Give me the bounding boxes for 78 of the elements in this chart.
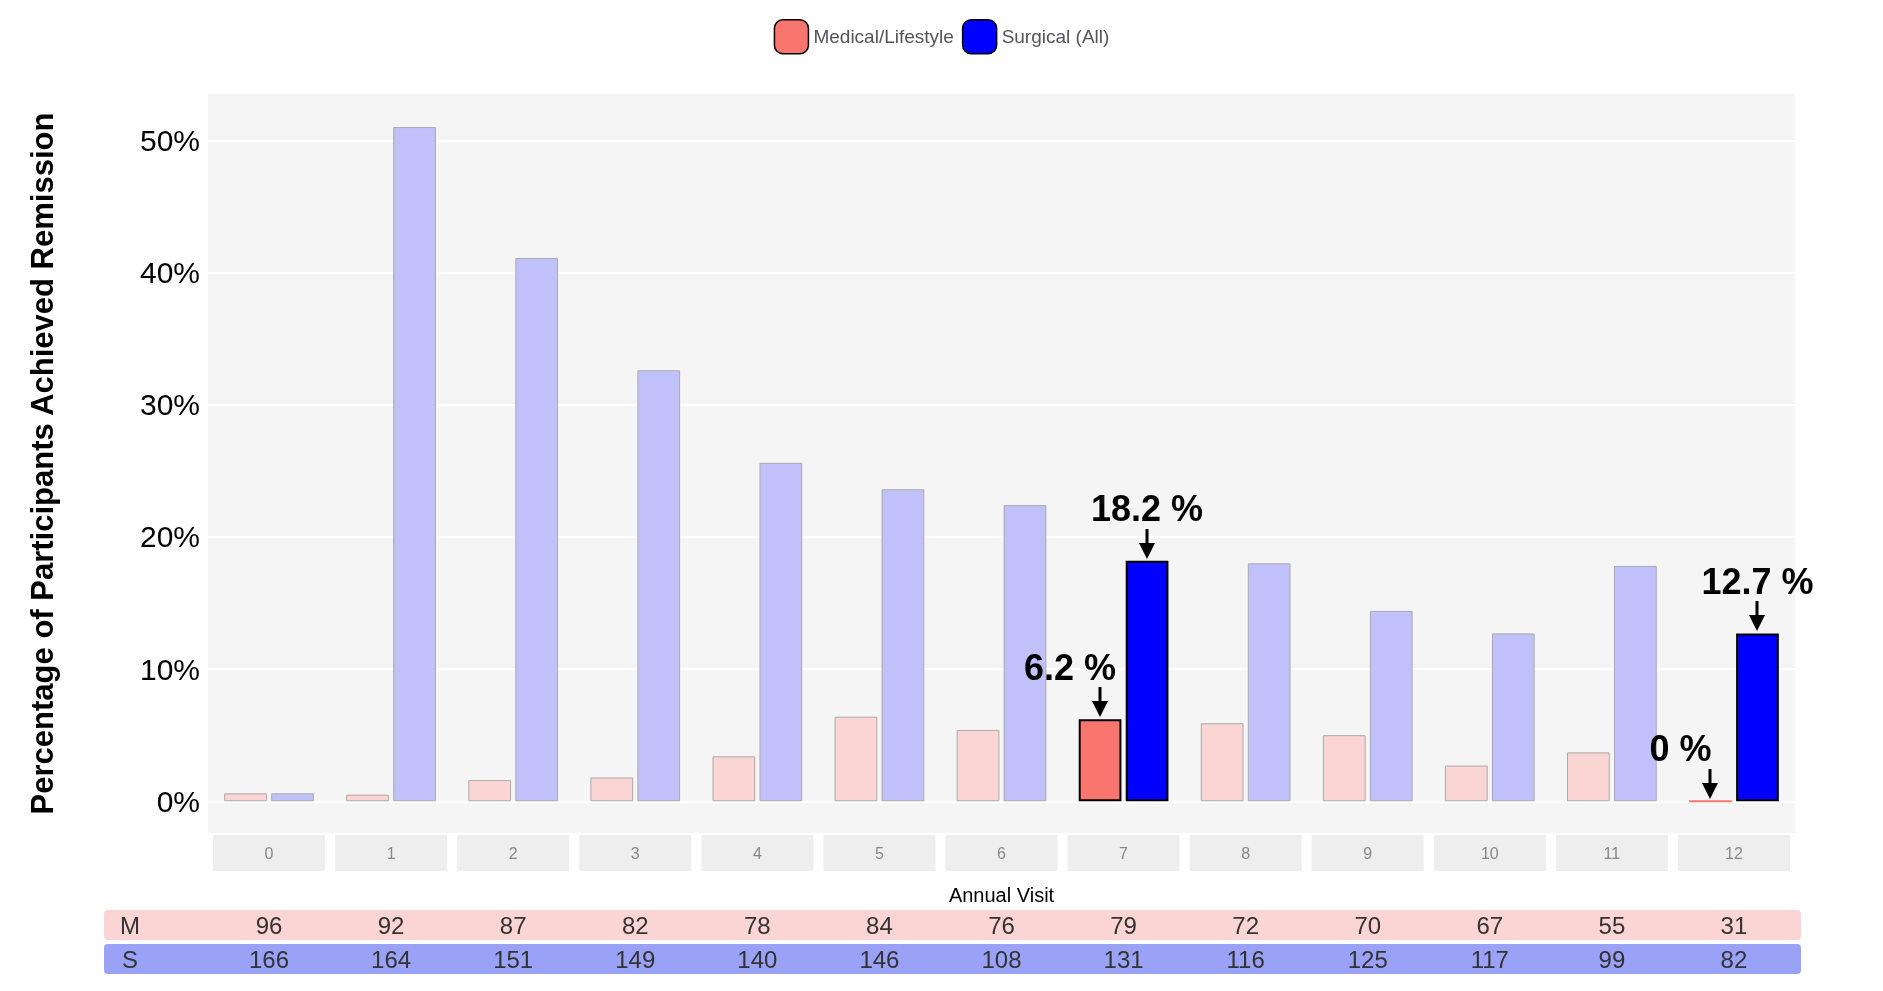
bar [393, 127, 436, 802]
bar [834, 716, 878, 802]
text: 84 [866, 911, 893, 939]
text: 116 [1226, 945, 1265, 973]
text: 82 [621, 911, 649, 939]
text: 78 [743, 911, 771, 939]
bar [1247, 563, 1291, 802]
y-tick-label: 40% [139, 255, 200, 289]
bar [515, 257, 559, 802]
text: 96 [255, 911, 283, 939]
text: 76 [988, 911, 1015, 939]
bar [346, 794, 389, 802]
data-label: 18.2 % [1091, 488, 1204, 530]
text: 67 [1476, 911, 1504, 939]
bar [1078, 719, 1122, 802]
text: 166 [249, 945, 290, 973]
x-tick-label: 12 [1725, 844, 1743, 862]
legend-label: Surgical (All) [1001, 26, 1110, 48]
y-axis-title: Percentage of Participants Achieved Remission [25, 112, 60, 815]
text: 117 [1470, 945, 1509, 973]
bar [1369, 610, 1413, 802]
bar [1444, 765, 1488, 802]
x-tick-label: 5 [874, 844, 884, 862]
bar [271, 793, 314, 802]
y-tick-label: 20% [139, 520, 200, 554]
text: 108 [981, 945, 1022, 973]
x-tick-label: 4 [752, 844, 762, 862]
data-label: 12.7 % [1701, 560, 1814, 602]
bar [881, 489, 925, 802]
bar [1200, 723, 1244, 802]
x-tick-label: 2 [508, 844, 518, 862]
text: M [120, 911, 140, 939]
text: 55 [1598, 911, 1626, 939]
y-tick-label: 0% [156, 784, 200, 818]
x-tick-label: 0 [264, 844, 274, 862]
x-tick-label: 3 [630, 844, 640, 862]
x-tick-label: 11 [1603, 844, 1621, 862]
bar [1491, 633, 1535, 802]
text: 151 [493, 945, 534, 973]
x-tick-label: 9 [1363, 844, 1373, 862]
y-tick-label: 30% [139, 388, 200, 422]
bar [224, 793, 267, 802]
text: 146 [859, 945, 900, 973]
bar [759, 462, 803, 802]
x-tick-label: 6 [997, 844, 1007, 862]
legend-label: Medical/Lifestyle [813, 26, 954, 48]
x-axis-title: Annual Visit [948, 884, 1055, 906]
text: 99 [1598, 945, 1626, 973]
data-label: 0 % [1649, 727, 1712, 769]
text: 92 [377, 911, 405, 939]
text: S [121, 945, 139, 973]
text: 72 [1232, 911, 1260, 939]
text: 87 [499, 911, 527, 939]
text: 131 [1103, 945, 1144, 973]
bar [1567, 752, 1610, 802]
data-label: 6.2 % [1024, 646, 1117, 688]
bar [590, 777, 634, 802]
text: 31 [1720, 911, 1748, 939]
bar [956, 729, 1000, 802]
text: 149 [615, 945, 656, 973]
bar [1736, 633, 1779, 802]
x-tick-label: 1 [386, 844, 396, 862]
text: 140 [737, 945, 778, 973]
x-tick-label: 7 [1119, 844, 1129, 862]
bar [1125, 560, 1169, 802]
x-tick-label: 10 [1480, 844, 1499, 862]
x-tick-label: 8 [1241, 844, 1251, 862]
text: 70 [1354, 911, 1382, 939]
bar [637, 370, 681, 802]
y-tick-label: 50% [139, 123, 200, 157]
text: 125 [1347, 945, 1388, 973]
text: 82 [1720, 945, 1748, 973]
bar [1322, 735, 1366, 802]
text: 79 [1110, 911, 1137, 939]
bar [712, 756, 756, 802]
y-tick-label: 10% [139, 652, 200, 686]
bar [468, 780, 512, 802]
text: 164 [371, 945, 412, 973]
